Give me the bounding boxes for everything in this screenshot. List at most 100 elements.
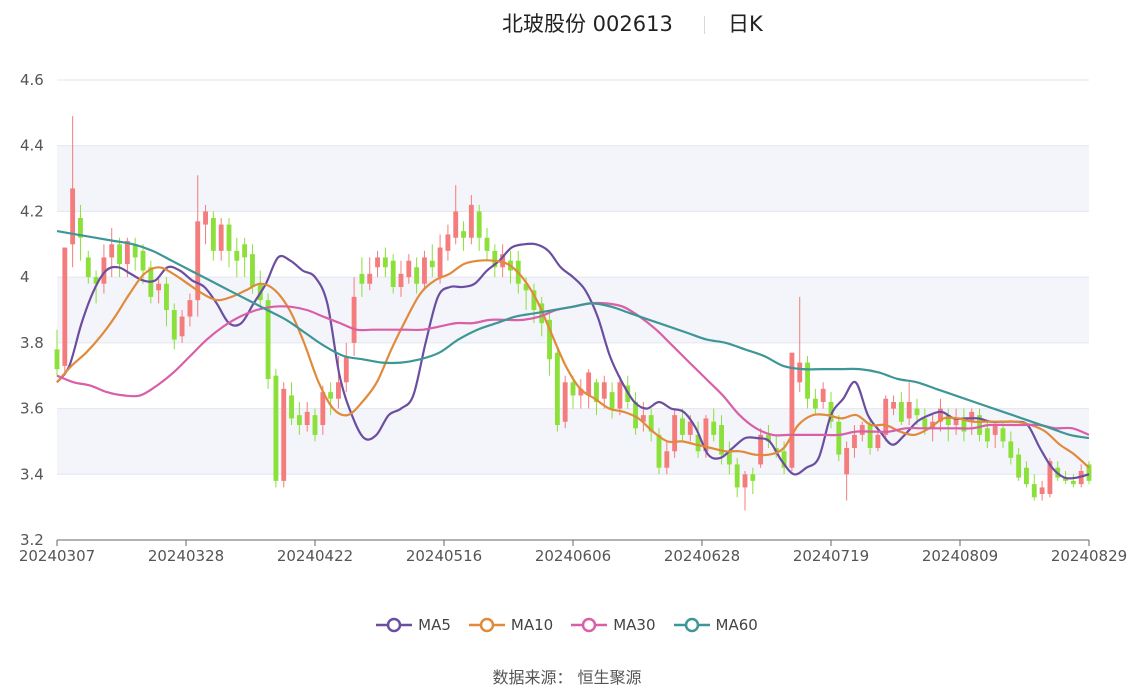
- candle-body: [726, 451, 732, 465]
- candle: [54, 329, 60, 376]
- candle-body: [586, 372, 592, 396]
- candle: [1016, 448, 1022, 481]
- candle: [1000, 421, 1006, 448]
- candle: [640, 402, 646, 432]
- candle-body: [742, 474, 748, 488]
- candle-body: [758, 434, 764, 465]
- candle-body: [1008, 441, 1014, 458]
- candle: [422, 250, 427, 291]
- candle-body: [320, 392, 326, 425]
- candle: [633, 392, 638, 435]
- legend-item-ma10[interactable]: MA10: [468, 612, 553, 638]
- legend-item-ma60[interactable]: MA60: [673, 612, 758, 638]
- candle: [171, 303, 177, 350]
- x-tick-label: 20240516: [406, 547, 482, 565]
- candle: [398, 260, 404, 297]
- candle: [62, 247, 68, 376]
- y-tick-label: 4: [20, 268, 30, 286]
- candle: [758, 428, 764, 468]
- candle-body: [476, 211, 482, 238]
- candle-body: [601, 382, 607, 399]
- candle: [250, 244, 255, 294]
- candle: [554, 349, 560, 432]
- candle: [562, 375, 568, 429]
- candle-body: [883, 398, 889, 435]
- candle-body: [547, 319, 552, 360]
- candle-body: [648, 415, 654, 432]
- candle-body: [844, 448, 850, 475]
- candle: [164, 277, 169, 327]
- candle-body: [461, 231, 466, 238]
- candle-body: [85, 257, 91, 278]
- y-tick-label: 3.8: [20, 334, 44, 352]
- background-band: [57, 277, 1089, 343]
- y-tick-label: 4.4: [20, 137, 44, 155]
- candlestick-chart[interactable]: 3.23.43.63.844.24.44.6 20240307 20240328 2…: [0, 0, 1134, 600]
- candle: [766, 425, 771, 448]
- candle-body: [672, 415, 678, 452]
- candle-body: [703, 418, 709, 452]
- ma60-line: [56, 230, 1090, 440]
- candle: [578, 379, 584, 409]
- candle: [296, 402, 302, 435]
- candle: [617, 375, 623, 416]
- x-tick-label: 20240328: [148, 547, 224, 565]
- candle-body: [117, 244, 122, 264]
- legend-item-ma30[interactable]: MA30: [571, 612, 656, 638]
- candle-body: [179, 316, 185, 337]
- candle-body: [867, 425, 873, 448]
- candle-body: [969, 411, 975, 422]
- candle-body: [281, 388, 287, 481]
- candle: [828, 392, 834, 429]
- candle-body: [226, 224, 232, 251]
- candle: [812, 388, 818, 416]
- candle: [664, 441, 670, 475]
- x-axis: 20240307 20240328 20240422 20240516 20240606…: [19, 539, 1127, 565]
- candle-body: [296, 415, 302, 425]
- candle-body: [680, 418, 685, 435]
- candle-body: [961, 418, 967, 432]
- candle-body: [93, 277, 99, 284]
- legend-label-ma30: MA30: [613, 616, 656, 634]
- candle: [109, 227, 115, 278]
- candle-body: [797, 362, 803, 383]
- candle: [429, 244, 435, 278]
- candle: [367, 257, 373, 291]
- candle-body: [562, 382, 568, 422]
- candle-body: [852, 434, 857, 448]
- candle-body: [492, 250, 498, 268]
- candle-body: [633, 402, 638, 429]
- candle: [101, 244, 107, 294]
- candle-body: [1063, 477, 1068, 481]
- candle: [453, 185, 459, 245]
- candle: [304, 402, 310, 432]
- candle: [312, 408, 318, 442]
- candle-body: [164, 283, 169, 310]
- candle-body: [422, 257, 427, 284]
- candle: [195, 175, 201, 317]
- candle-body: [390, 260, 396, 287]
- candle: [852, 425, 857, 458]
- chart-header: 北玻股份 002613 日K: [0, 6, 1134, 42]
- candle-body: [468, 204, 474, 238]
- candle: [187, 293, 193, 327]
- candle: [820, 382, 826, 409]
- candle-body: [242, 244, 248, 258]
- candle-body: [922, 418, 928, 429]
- candle-body: [453, 211, 459, 238]
- candle-body: [187, 300, 193, 317]
- legend-item-ma5[interactable]: MA5: [376, 612, 451, 638]
- candle: [938, 398, 943, 432]
- source-label: 数据来源：: [492, 668, 573, 687]
- y-tick-label: 3.4: [20, 465, 44, 483]
- candle-body: [695, 434, 701, 452]
- x-tick-label: 20240628: [664, 547, 740, 565]
- candle-body: [218, 224, 224, 251]
- candle-body: [711, 421, 717, 435]
- background-band: [57, 145, 1089, 212]
- candle-body: [859, 425, 865, 435]
- candle-body: [328, 392, 334, 399]
- candle-body: [101, 257, 107, 284]
- candle: [961, 408, 967, 442]
- candle: [586, 369, 592, 409]
